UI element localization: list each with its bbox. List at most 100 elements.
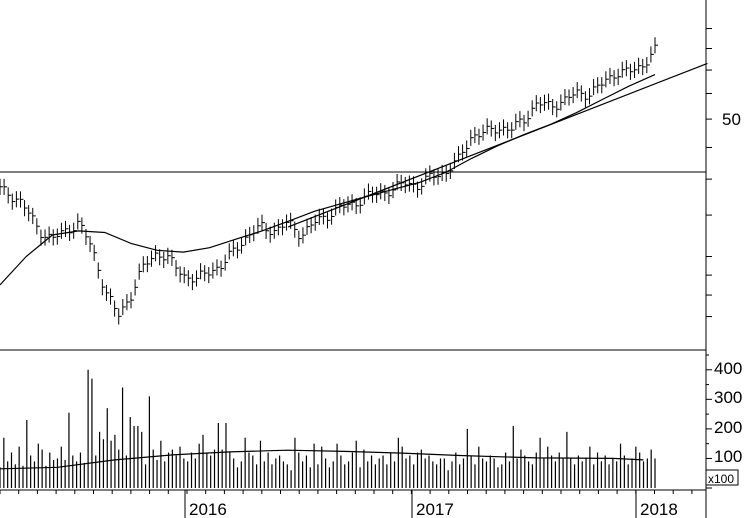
price-bars [0,37,658,325]
price-bar [126,294,130,311]
time-axis-ticks [0,490,693,518]
price-bar [265,222,270,239]
price-bar [539,97,544,114]
price-bar [580,85,585,102]
price-bar [65,220,69,237]
price-bar [93,244,98,261]
price-bar [232,240,237,257]
price-bar [425,168,429,185]
price-bar [171,249,175,266]
price-bar [118,308,122,325]
volume-unit-label: x100 [708,472,734,486]
price-bar [11,193,16,210]
price-bar [343,199,347,216]
price-bar [273,222,278,239]
price-bar [310,217,315,234]
price-bar [494,124,499,142]
price-bar [617,68,622,85]
price-bar [519,111,523,128]
price-bar [478,128,482,145]
price-bar [515,113,519,130]
price-bar [28,205,32,222]
time-label-2017: 2017 [416,500,454,518]
price-bar [7,187,12,204]
volume-tick-label-300: 300 [714,388,742,407]
price-bar [527,110,532,127]
price-bar [159,249,163,266]
price-bar [163,251,167,269]
price-bar [634,61,638,78]
price-bar [257,217,261,235]
price-bar [236,242,241,259]
price-bar [621,61,626,78]
price-bar [625,60,630,77]
price-bar [605,71,609,88]
volume-moving-average-line [0,449,644,470]
price-bar [347,196,351,213]
price-bar [15,191,20,208]
price-bar [367,183,372,200]
price-bar [376,186,380,203]
price-bar [3,178,8,195]
price-bar [498,122,503,139]
price-bar [564,88,568,106]
price-bar [52,229,57,246]
price-bar [543,94,548,111]
volume-tick-label-100: 100 [714,447,742,466]
price-bar [589,88,593,105]
price-bar [318,208,323,225]
price-bar [470,129,474,146]
price-bar [507,122,511,139]
price-bar [286,214,290,231]
price-bar [302,227,306,244]
price-bar [638,57,642,74]
price-bar [281,219,286,236]
price-bar [60,222,65,239]
time-label-2016: 2016 [189,500,227,518]
price-bar [560,94,564,111]
price-bar [339,197,343,214]
price-bar [306,218,311,235]
price-bar [146,255,151,273]
price-bar [392,181,396,199]
price-panel [0,37,708,351]
volume-bars [0,369,656,488]
price-bar [298,230,302,247]
price-bar [134,279,139,296]
price-bar [89,235,94,253]
price-bar [322,208,327,225]
price-bar [482,124,487,141]
price-axis-ticks [706,28,712,318]
price-bar [572,87,577,104]
trend-line [287,62,708,228]
price-bar [359,197,364,214]
price-bar [220,260,225,277]
price-bar [486,118,491,135]
price-bar [654,37,658,54]
price-bar [650,46,654,63]
price-bar [77,213,81,230]
price-bar [36,218,40,235]
price-bar [97,262,102,279]
price-bar [601,77,605,94]
price-bar [408,175,413,192]
price-bar [228,243,233,260]
price-bar [167,247,171,264]
price-bar [458,146,462,163]
price-bar [44,229,49,246]
price-bar [196,270,200,287]
price-bar [523,114,527,132]
volume-panel [0,369,656,488]
price-bar [609,67,613,84]
price-bar [208,267,212,284]
price-bar [175,260,180,277]
price-bar [474,126,478,144]
price-bar [212,262,216,279]
price-bar [48,226,53,243]
price-bar [449,162,454,179]
price-bar [629,63,634,80]
price-bar [73,222,77,239]
price-bar [114,300,118,317]
price-bar [101,279,106,296]
